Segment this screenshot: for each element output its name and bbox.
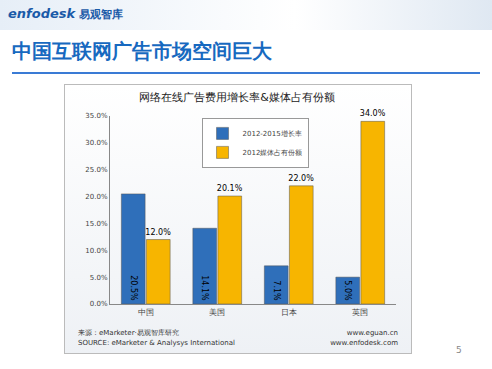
svg-text:22.0%: 22.0%	[288, 174, 314, 183]
svg-text:5.0%: 5.0%	[343, 280, 352, 301]
svg-text:英国: 英国	[352, 308, 368, 317]
html-text:enfodesk 易观智库: enfodesk 易观智库	[8, 6, 124, 21]
html-text:来源：eMarketer·易观智库研究: 来源：eMarketer·易观智库研究	[78, 329, 179, 337]
html-text:www.enfodesk.com: www.enfodesk.com	[330, 339, 398, 347]
svg-text:20.1%: 20.1%	[217, 184, 243, 193]
svg-text:25.0%: 25.0%	[85, 166, 108, 174]
svg-text:10.0%: 10.0%	[85, 247, 108, 255]
svg-text:2012-2015增长率: 2012-2015增长率	[243, 130, 302, 138]
svg-text:20.5%: 20.5%	[129, 275, 138, 301]
svg-text:2012媒体占有份额: 2012媒体占有份额	[243, 149, 303, 157]
svg-text:美国: 美国	[209, 308, 225, 317]
svg-text:12.0%: 12.0%	[145, 228, 171, 237]
svg-text:35.0%: 35.0%	[85, 112, 108, 120]
svg-text:5.0%: 5.0%	[90, 274, 108, 282]
svg-text:网络在线广告费用增长率&媒体占有份额: 网络在线广告费用增长率&媒体占有份额	[139, 91, 335, 104]
svg-text:15.0%: 15.0%	[85, 220, 108, 228]
html-text:www.eguan.cn: www.eguan.cn	[346, 329, 398, 337]
svg-text:0.0%: 0.0%	[90, 300, 108, 308]
svg-text:中国: 中国	[138, 308, 154, 317]
html-text:中国互联网广告市场空间巨大: 中国互联网广告市场空间巨大	[12, 39, 272, 63]
svg-text:20.0%: 20.0%	[85, 193, 108, 201]
svg-text:14.1%: 14.1%	[200, 275, 209, 301]
html-text:5: 5	[456, 345, 462, 355]
svg-text:30.0%: 30.0%	[85, 139, 108, 147]
svg-text:34.0%: 34.0%	[360, 109, 386, 118]
svg-text:7.1%: 7.1%	[272, 280, 281, 301]
html-text:SOURCE: eMarketer & Analysys I: SOURCE: eMarketer & Analysys Internation…	[78, 339, 235, 347]
svg-text:日本: 日本	[281, 308, 297, 317]
